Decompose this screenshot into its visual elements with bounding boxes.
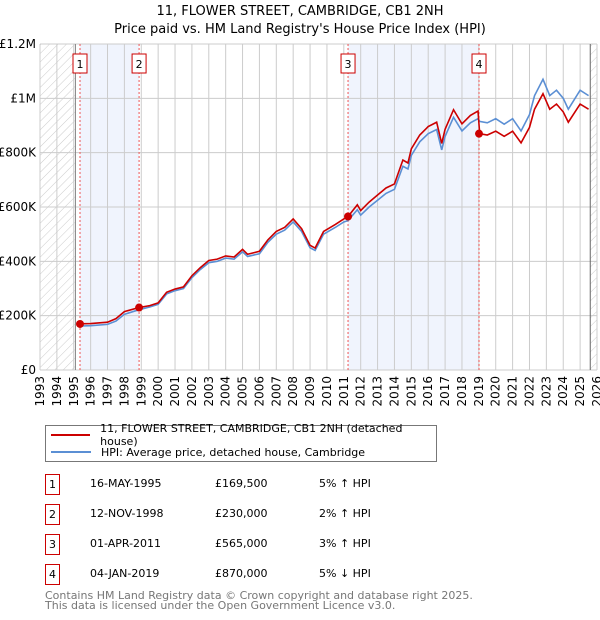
x-tick-label: 1998: [117, 376, 131, 407]
legend-item-hpi: HPI: Average price, detached house, Camb…: [51, 444, 365, 460]
x-tick-label: 2024: [556, 376, 570, 407]
x-tick-label: 2009: [303, 376, 317, 407]
legend-label: 11, FLOWER STREET, CAMBRIDGE, CB1 2NH (d…: [100, 422, 403, 448]
sale-price: £230,000: [215, 507, 268, 520]
sale-label-number: 2: [136, 58, 143, 71]
x-tick-label: 2005: [236, 376, 250, 407]
x-tick-label: 2019: [472, 376, 486, 407]
sale-label-box: [131, 53, 147, 74]
footer-line-1: Contains HM Land Registry data © Crown c…: [45, 589, 473, 602]
chart-subtitle: Price paid vs. HM Land Registry's House …: [114, 22, 486, 37]
sale-label-box: [471, 53, 487, 74]
x-tick-label: 2002: [185, 376, 199, 407]
x-tick-label: 1999: [134, 376, 148, 407]
sale-label-number: 3: [345, 58, 352, 71]
sale-price: £565,000: [215, 537, 268, 550]
x-tick-label: 2000: [151, 376, 165, 407]
sale-hpi-diff: 5% ↑ HPI: [319, 477, 371, 490]
y-tick-label: £200K: [0, 309, 37, 323]
sale-number: 4: [45, 564, 60, 585]
x-tick-label: 2011: [337, 376, 351, 407]
footer-line-2: This data is licensed under the Open Gov…: [45, 599, 396, 612]
sale-price: £870,000: [215, 567, 268, 580]
sale-label-number: 4: [476, 58, 483, 71]
sale-date: 16-MAY-1995: [90, 477, 162, 490]
legend-item-price: 11, FLOWER STREET, CAMBRIDGE, CB1 2NH (d…: [51, 422, 436, 448]
x-tick-label: 2017: [438, 376, 452, 407]
sale-date: 01-APR-2011: [90, 537, 162, 550]
sale-point: [475, 129, 484, 138]
sale-label-box: [72, 53, 88, 74]
sale-row: 4 04-JAN-2019 £870,000 5% ↓ HPI: [45, 564, 465, 585]
x-tick-label: 2013: [371, 376, 385, 407]
y-tick-label: £600K: [0, 200, 37, 214]
x-tick-label: 2026: [590, 376, 600, 407]
x-tick-label: 2003: [202, 376, 216, 407]
sale-price: £169,500: [215, 477, 268, 490]
hpi-line: [80, 77, 589, 327]
sale-date: 04-JAN-2019: [90, 567, 160, 580]
x-tick-label: 2020: [489, 376, 503, 407]
x-tick-label: 2018: [455, 376, 469, 407]
sale-point: [344, 212, 353, 221]
x-tick-label: 1997: [101, 376, 115, 407]
sale-point: [135, 303, 144, 312]
sale-number: 1: [45, 474, 60, 495]
x-tick-label: 1996: [84, 376, 98, 407]
y-tick-label: £0: [21, 363, 36, 377]
x-tick-label: 1993: [33, 376, 47, 407]
sale-row: 3 01-APR-2011 £565,000 3% ↑ HPI: [45, 534, 465, 555]
sale-number: 2: [45, 504, 60, 525]
x-tick-label: 2007: [269, 376, 283, 407]
sale-hpi-diff: 3% ↑ HPI: [319, 537, 371, 550]
x-tick-label: 2004: [219, 376, 233, 407]
sale-label-box: [340, 53, 356, 74]
x-tick-label: 2025: [573, 376, 587, 407]
x-tick-label: 2016: [421, 376, 435, 407]
sale-row: 1 16-MAY-1995 £169,500 5% ↑ HPI: [45, 474, 465, 495]
price-paid-line: [80, 91, 589, 325]
x-tick-label: 2023: [539, 376, 553, 407]
sale-hpi-diff: 5% ↓ HPI: [319, 567, 371, 580]
legend-swatch-red: [51, 434, 91, 436]
sale-hpi-diff: 2% ↑ HPI: [319, 507, 371, 520]
legend: 11, FLOWER STREET, CAMBRIDGE, CB1 2NH (d…: [45, 422, 437, 462]
x-tick-label: 1995: [67, 376, 81, 407]
sale-date: 12-NOV-1998: [90, 507, 164, 520]
sale-point: [76, 319, 85, 328]
x-tick-label: 2014: [387, 376, 401, 407]
x-tick-label: 2012: [354, 376, 368, 407]
y-tick-label: £1.2M: [0, 37, 36, 51]
sale-label-number: 1: [77, 58, 84, 71]
sale-row: 2 12-NOV-1998 £230,000 2% ↑ HPI: [45, 504, 465, 525]
x-tick-label: 2001: [168, 376, 182, 407]
x-tick-label: 2021: [506, 376, 520, 407]
chart-title: 11, FLOWER STREET, CAMBRIDGE, CB1 2NH: [156, 4, 444, 19]
legend-label: HPI: Average price, detached house, Camb…: [101, 445, 366, 459]
x-tick-label: 1994: [50, 376, 64, 407]
x-tick-label: 2008: [286, 376, 300, 407]
legend-swatch-blue: [51, 451, 91, 453]
plot-area: 1993 1994 1995 1996 1997 1998 1999 2000 2001 2002…: [0, 37, 600, 407]
y-tick-label: £800K: [0, 146, 37, 160]
x-tick-label: 2006: [252, 376, 266, 407]
x-tick-label: 2015: [404, 376, 418, 407]
x-tick-label: 2010: [320, 376, 334, 407]
y-tick-label: £400K: [0, 254, 37, 268]
y-tick-label: £1M: [10, 91, 36, 105]
sale-number: 3: [45, 534, 60, 555]
x-tick-label: 2022: [522, 376, 536, 407]
